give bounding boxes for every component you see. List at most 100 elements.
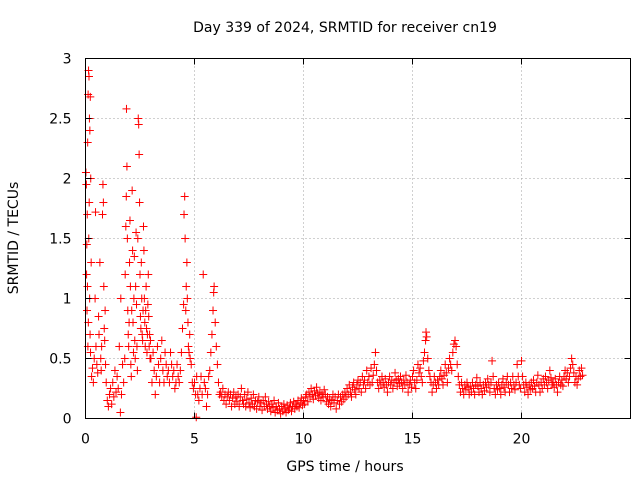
data-point bbox=[146, 336, 155, 345]
data-point bbox=[416, 364, 425, 373]
data-point bbox=[87, 258, 96, 267]
data-point bbox=[543, 384, 552, 393]
data-point bbox=[147, 378, 156, 387]
data-point bbox=[121, 270, 130, 279]
data-point bbox=[91, 208, 100, 217]
data-point bbox=[142, 282, 151, 291]
data-point bbox=[146, 354, 155, 363]
data-point bbox=[237, 384, 246, 393]
data-point bbox=[496, 390, 505, 399]
data-point bbox=[86, 92, 95, 101]
data-point bbox=[211, 318, 220, 327]
data-point bbox=[453, 360, 462, 369]
data-point bbox=[139, 222, 148, 231]
data-point bbox=[151, 390, 160, 399]
data-point bbox=[404, 388, 413, 397]
data-point bbox=[87, 372, 96, 381]
data-point bbox=[279, 400, 288, 409]
data-point bbox=[472, 373, 481, 382]
data-point bbox=[423, 354, 432, 363]
data-point bbox=[153, 342, 162, 351]
data-point bbox=[577, 364, 586, 373]
data-point bbox=[97, 366, 106, 375]
data-point bbox=[122, 192, 131, 201]
data-point bbox=[213, 360, 222, 369]
grid-lines bbox=[85, 58, 631, 419]
data-point bbox=[489, 372, 498, 381]
data-point bbox=[108, 378, 117, 387]
data-point bbox=[91, 294, 100, 303]
data-point bbox=[370, 360, 379, 369]
data-point bbox=[94, 312, 103, 321]
data-point bbox=[141, 306, 150, 315]
data-point bbox=[98, 210, 107, 219]
data-point bbox=[173, 360, 182, 369]
data-point bbox=[124, 330, 133, 339]
data-point bbox=[116, 408, 125, 417]
data-point bbox=[194, 396, 203, 405]
data-point bbox=[407, 383, 416, 392]
data-point bbox=[412, 376, 421, 385]
data-point bbox=[249, 390, 258, 399]
data-point bbox=[357, 388, 366, 397]
y-tick-label: 2 bbox=[63, 172, 72, 188]
data-point bbox=[228, 394, 237, 403]
data-point bbox=[203, 390, 212, 399]
data-point bbox=[122, 162, 131, 171]
data-point bbox=[100, 324, 109, 333]
data-point bbox=[346, 388, 355, 397]
data-point bbox=[451, 336, 460, 345]
data-point bbox=[99, 282, 108, 291]
data-point bbox=[135, 198, 144, 207]
data-point bbox=[312, 383, 321, 392]
data-point bbox=[369, 371, 378, 380]
data-point bbox=[180, 210, 189, 219]
data-point bbox=[233, 397, 242, 406]
data-point bbox=[383, 388, 392, 397]
data-point bbox=[107, 400, 116, 409]
data-point bbox=[442, 368, 451, 377]
y-tick-label: 1 bbox=[63, 292, 72, 308]
data-point bbox=[270, 396, 279, 405]
data-point bbox=[245, 398, 253, 407]
data-point bbox=[364, 372, 373, 381]
data-point bbox=[183, 318, 192, 327]
data-point bbox=[396, 372, 405, 381]
data-point bbox=[129, 318, 138, 327]
data-point bbox=[166, 348, 175, 357]
data-point bbox=[518, 372, 527, 381]
data-point bbox=[115, 342, 124, 351]
data-point bbox=[83, 282, 92, 291]
data-point bbox=[413, 360, 422, 369]
data-point bbox=[83, 138, 92, 147]
data-point bbox=[181, 306, 190, 315]
data-point bbox=[83, 306, 92, 315]
data-point bbox=[445, 354, 454, 363]
data-point bbox=[546, 373, 555, 382]
data-point bbox=[138, 336, 147, 345]
data-point bbox=[150, 366, 159, 375]
data-point bbox=[183, 294, 192, 303]
data-point bbox=[443, 378, 452, 387]
data-point bbox=[326, 402, 335, 411]
x-tick-label: 5 bbox=[190, 432, 199, 448]
data-point bbox=[143, 300, 152, 309]
data-point bbox=[82, 240, 91, 249]
data-point bbox=[157, 336, 166, 345]
data-point bbox=[156, 354, 165, 363]
data-point bbox=[176, 366, 185, 375]
data-point bbox=[274, 398, 283, 407]
data-point bbox=[409, 366, 418, 375]
data-point bbox=[105, 390, 114, 399]
data-point bbox=[420, 348, 429, 357]
data-point bbox=[132, 228, 141, 237]
data-point bbox=[454, 372, 463, 381]
data-point bbox=[218, 384, 227, 393]
data-point bbox=[209, 306, 218, 315]
data-point bbox=[419, 356, 428, 365]
data-point bbox=[136, 312, 145, 321]
data-point bbox=[381, 374, 390, 383]
data-point bbox=[303, 397, 312, 406]
data-point bbox=[127, 372, 136, 381]
data-point bbox=[130, 252, 139, 261]
